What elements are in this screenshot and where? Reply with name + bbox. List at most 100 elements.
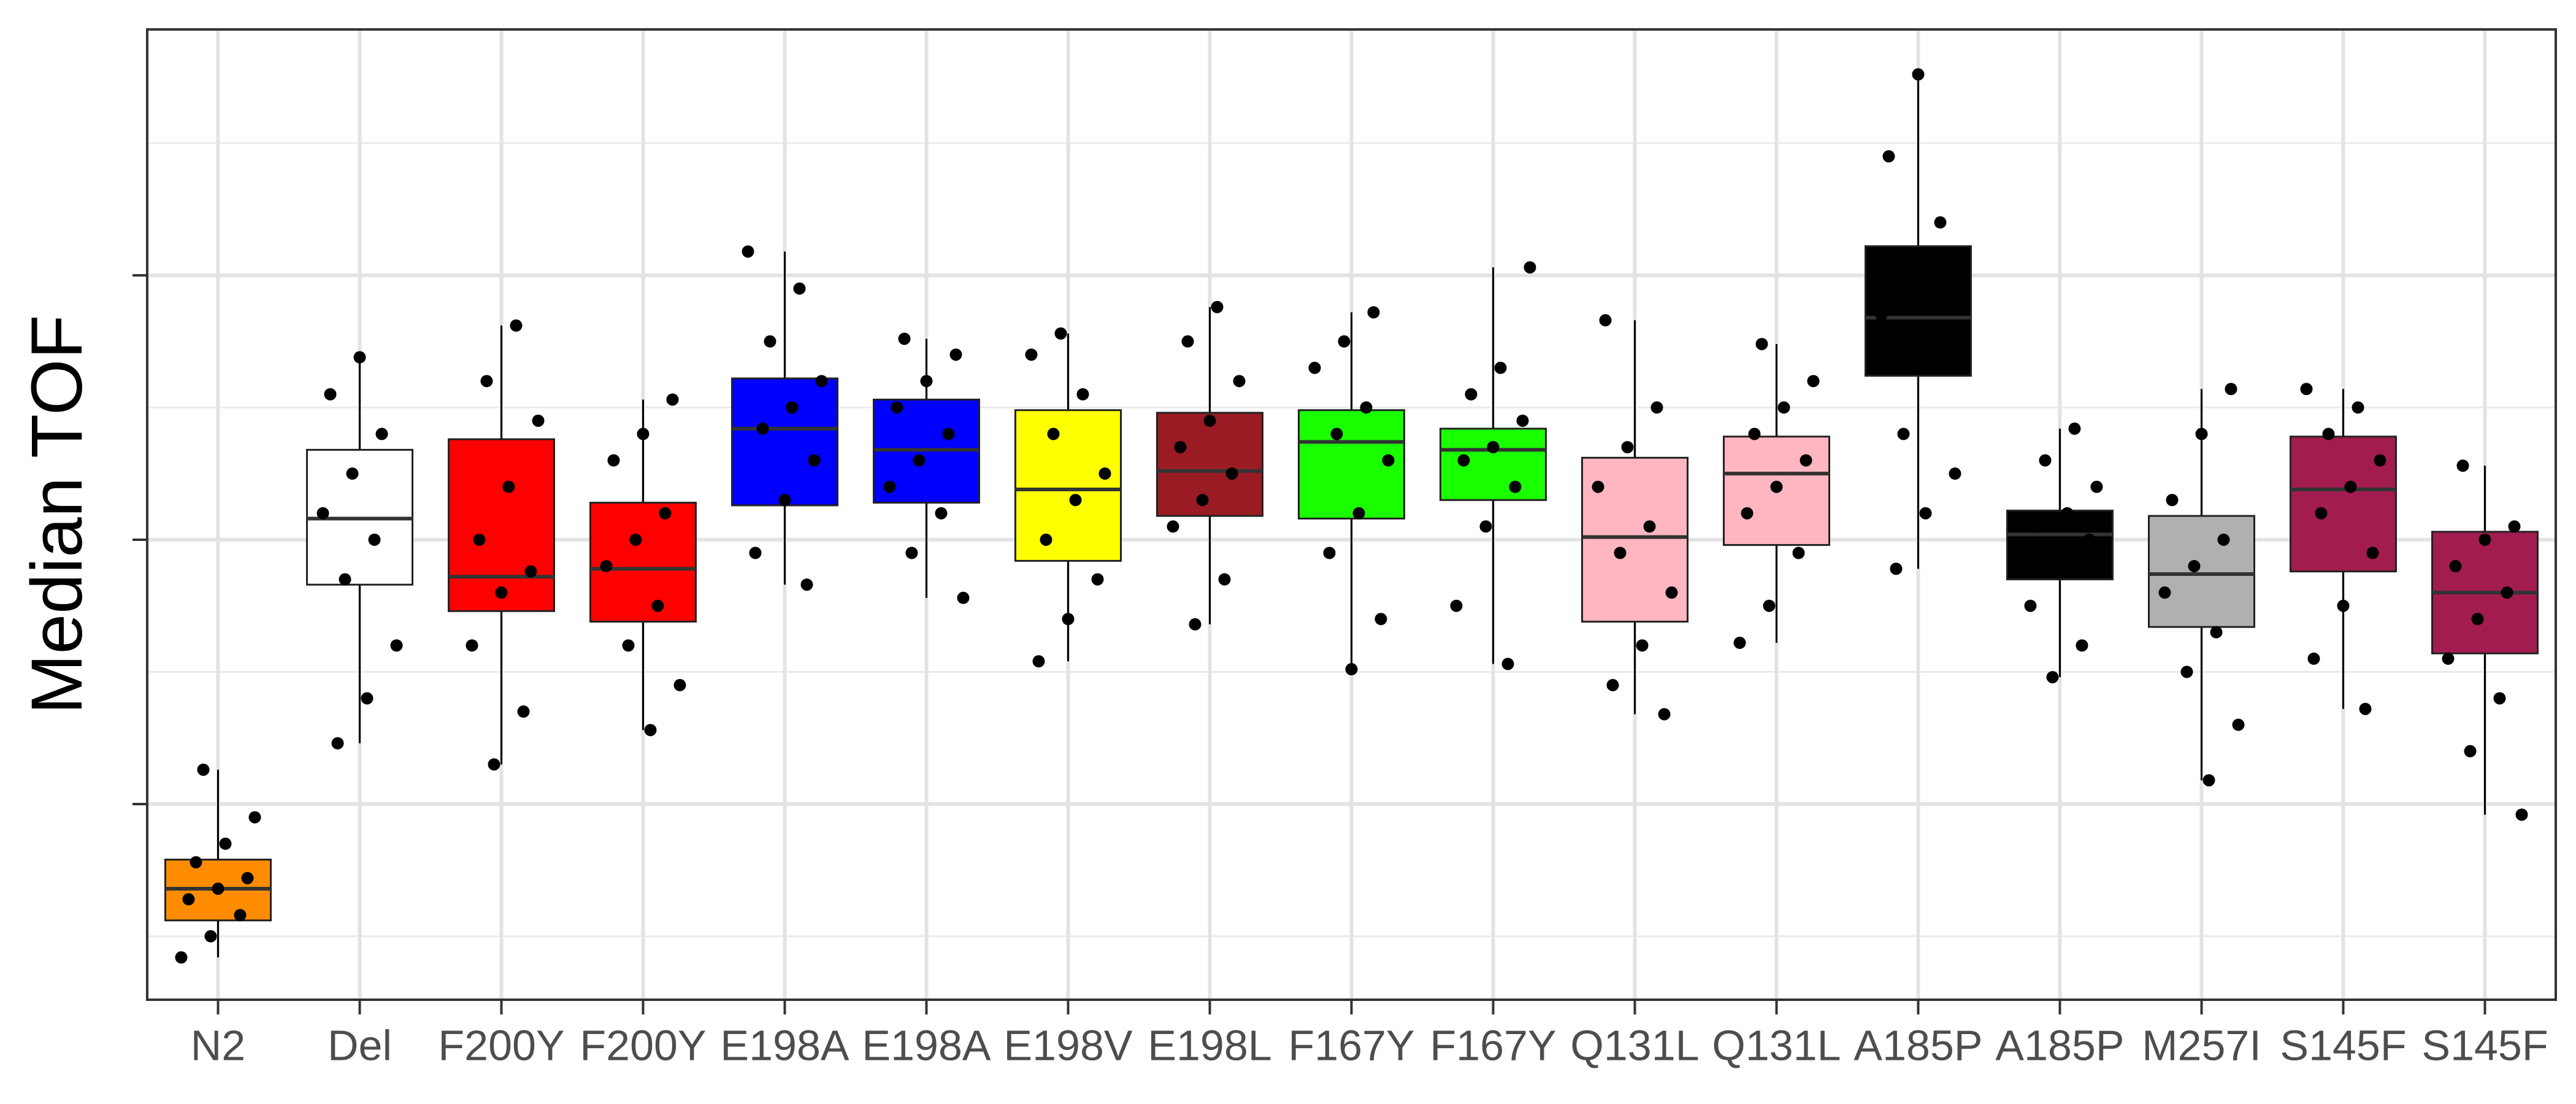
point xyxy=(2337,599,2350,612)
point xyxy=(1225,467,1238,480)
point xyxy=(1189,618,1202,631)
point xyxy=(361,692,374,705)
x-tick-label: N2 xyxy=(191,1021,245,1069)
point xyxy=(1382,454,1395,467)
point xyxy=(1174,441,1187,454)
point xyxy=(1919,507,1932,519)
x-tick-label: Q131L xyxy=(1570,1021,1699,1069)
point xyxy=(2024,599,2037,612)
point xyxy=(182,893,195,906)
point xyxy=(1367,306,1380,319)
point xyxy=(190,856,202,868)
point xyxy=(1934,216,1947,229)
point xyxy=(1494,361,1507,374)
point xyxy=(1926,348,1939,361)
point xyxy=(1479,520,1492,533)
point xyxy=(2501,586,2513,599)
point xyxy=(1509,480,1522,493)
point xyxy=(1330,427,1343,440)
point xyxy=(1091,573,1104,586)
point xyxy=(2202,774,2215,787)
point xyxy=(1807,375,1820,388)
point xyxy=(2456,459,2469,472)
point xyxy=(2344,480,2357,493)
x-tick-label: Q131L xyxy=(1712,1021,1841,1069)
point xyxy=(1777,401,1790,414)
point xyxy=(2359,702,2372,715)
box xyxy=(448,438,555,612)
box xyxy=(1865,245,1972,377)
point xyxy=(1181,335,1194,348)
point xyxy=(1524,261,1536,274)
point xyxy=(2464,745,2477,757)
point xyxy=(1748,427,1761,440)
point xyxy=(473,533,486,546)
point xyxy=(1516,414,1529,427)
point xyxy=(324,388,337,401)
point xyxy=(1218,573,1231,586)
point xyxy=(219,837,232,850)
point xyxy=(175,951,188,964)
point xyxy=(353,351,366,364)
x-tick-label: F200Y xyxy=(438,1021,564,1069)
point xyxy=(659,507,672,519)
point xyxy=(1650,401,1663,414)
box xyxy=(1156,412,1263,517)
point xyxy=(1374,613,1387,626)
point xyxy=(2031,520,2044,533)
x-tick-label: F200Y xyxy=(580,1021,706,1069)
point xyxy=(1621,441,1634,454)
point xyxy=(2352,401,2364,414)
point xyxy=(1755,337,1768,350)
point xyxy=(331,737,344,749)
point xyxy=(390,639,403,652)
point xyxy=(2046,671,2059,684)
point xyxy=(488,758,500,771)
point xyxy=(2508,520,2521,533)
point xyxy=(673,679,686,692)
point xyxy=(2166,494,2179,507)
point xyxy=(1592,480,1604,493)
point xyxy=(651,599,664,612)
point xyxy=(1196,494,1209,507)
point xyxy=(600,560,613,573)
point xyxy=(1949,467,1961,480)
point xyxy=(1763,599,1776,612)
point xyxy=(1614,546,1627,559)
point xyxy=(212,882,224,895)
point xyxy=(800,578,813,591)
x-tick-label: S145F xyxy=(2280,1021,2406,1069)
point xyxy=(346,467,359,480)
point xyxy=(1501,657,1514,670)
point xyxy=(1636,639,1649,652)
x-tick-label: F167Y xyxy=(1288,1021,1414,1069)
point xyxy=(1338,335,1351,348)
point xyxy=(1040,533,1052,546)
point xyxy=(1890,562,1903,575)
point xyxy=(815,375,828,388)
point xyxy=(1025,348,1038,361)
point xyxy=(1233,375,1246,388)
point xyxy=(1211,301,1224,313)
point xyxy=(466,639,478,652)
x-tick-label: Del xyxy=(328,1021,392,1069)
plot-border xyxy=(146,28,2557,1001)
point xyxy=(1882,150,1895,163)
point xyxy=(1643,520,1656,533)
point xyxy=(778,494,791,507)
point xyxy=(524,565,537,578)
x-tick-label: M257I xyxy=(2142,1021,2261,1069)
point xyxy=(2068,422,2081,435)
point xyxy=(1360,401,1373,414)
point xyxy=(1658,708,1671,721)
point xyxy=(375,427,388,440)
point xyxy=(2188,560,2201,573)
point xyxy=(764,335,776,348)
point xyxy=(913,454,926,467)
point xyxy=(1352,507,1365,519)
box xyxy=(2148,515,2255,628)
point xyxy=(248,811,261,824)
point xyxy=(495,586,508,599)
point xyxy=(1606,679,1619,692)
